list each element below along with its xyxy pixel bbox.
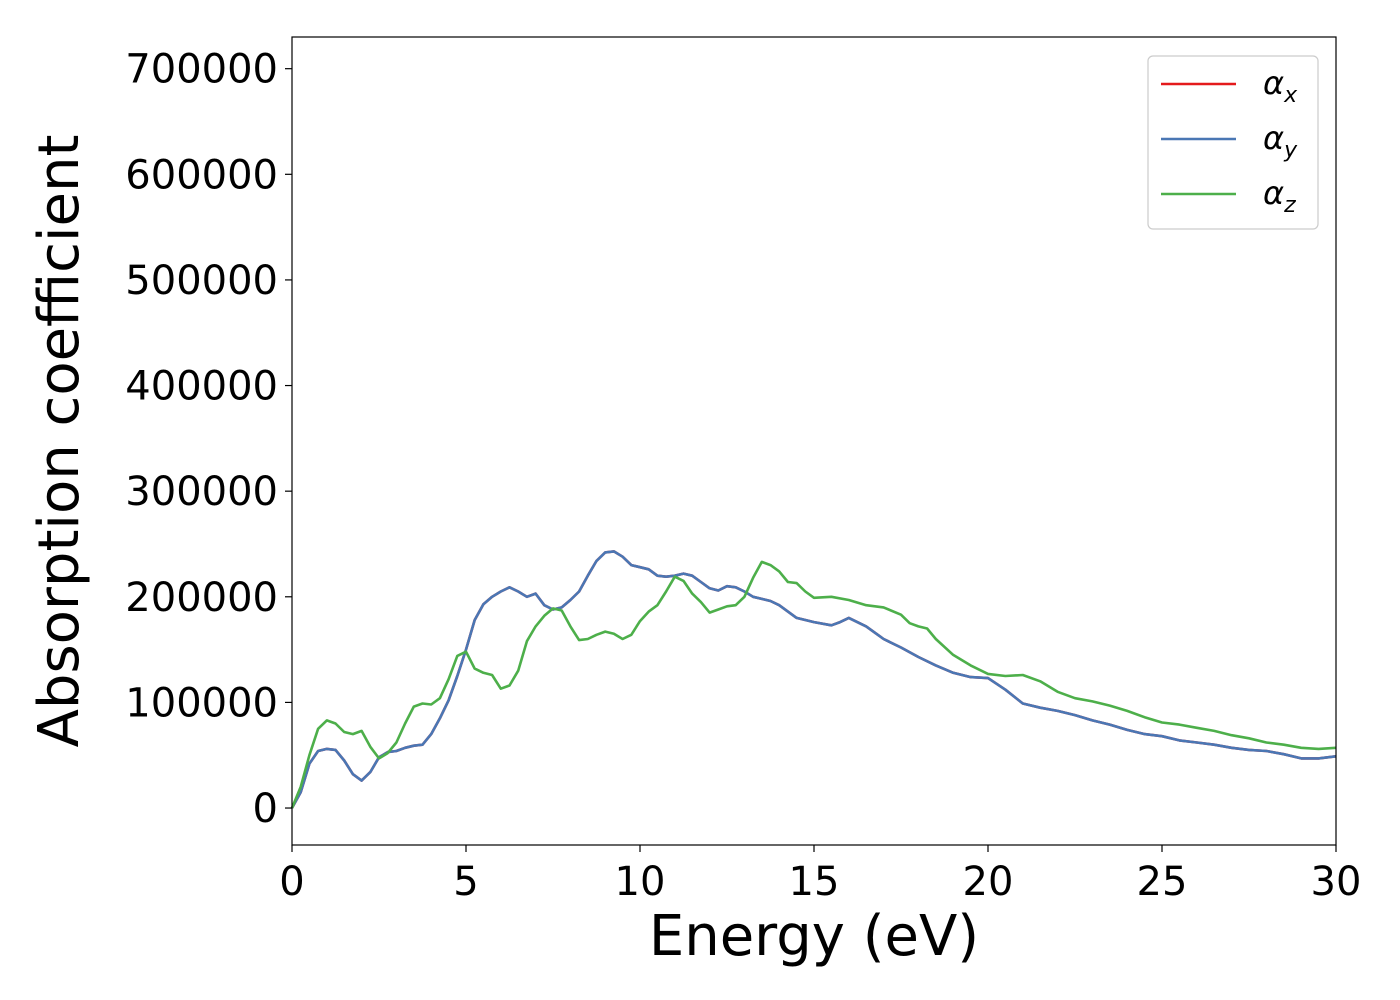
x-tick-label: 30 bbox=[1311, 859, 1362, 905]
x-tick-label: 25 bbox=[1137, 859, 1188, 905]
x-tick-label: 15 bbox=[789, 859, 840, 905]
x-tick-label: 5 bbox=[453, 859, 478, 905]
y-axis-label: Absorption coefficient bbox=[27, 135, 92, 748]
y-tick-label: 100000 bbox=[125, 680, 278, 726]
y-tick-label: 500000 bbox=[125, 258, 278, 304]
y-tick-label: 400000 bbox=[125, 364, 278, 410]
plot-lines bbox=[290, 550, 1337, 809]
x-tick-label: 10 bbox=[615, 859, 666, 905]
legend-label-z: αz bbox=[1263, 174, 1296, 218]
x-axis-label: Energy (eV) bbox=[649, 904, 979, 969]
series-line-y bbox=[290, 550, 1337, 809]
y-tick-label: 300000 bbox=[125, 469, 278, 515]
x-axis-ticks: 0 5 10 15 20 25 30 bbox=[279, 845, 1361, 905]
y-tick-label: 0 bbox=[253, 786, 278, 832]
x-tick-label: 0 bbox=[279, 859, 304, 905]
y-tick-label: 700000 bbox=[125, 47, 278, 93]
y-tick-label: 600000 bbox=[125, 152, 278, 198]
y-axis-ticks: 0 100000 200000 300000 400000 500000 600000 700… bbox=[125, 47, 292, 832]
y-tick-label: 200000 bbox=[125, 575, 278, 621]
x-tick-label: 20 bbox=[963, 859, 1014, 905]
series-line-z bbox=[290, 560, 1337, 809]
legend-box bbox=[1147, 55, 1319, 230]
